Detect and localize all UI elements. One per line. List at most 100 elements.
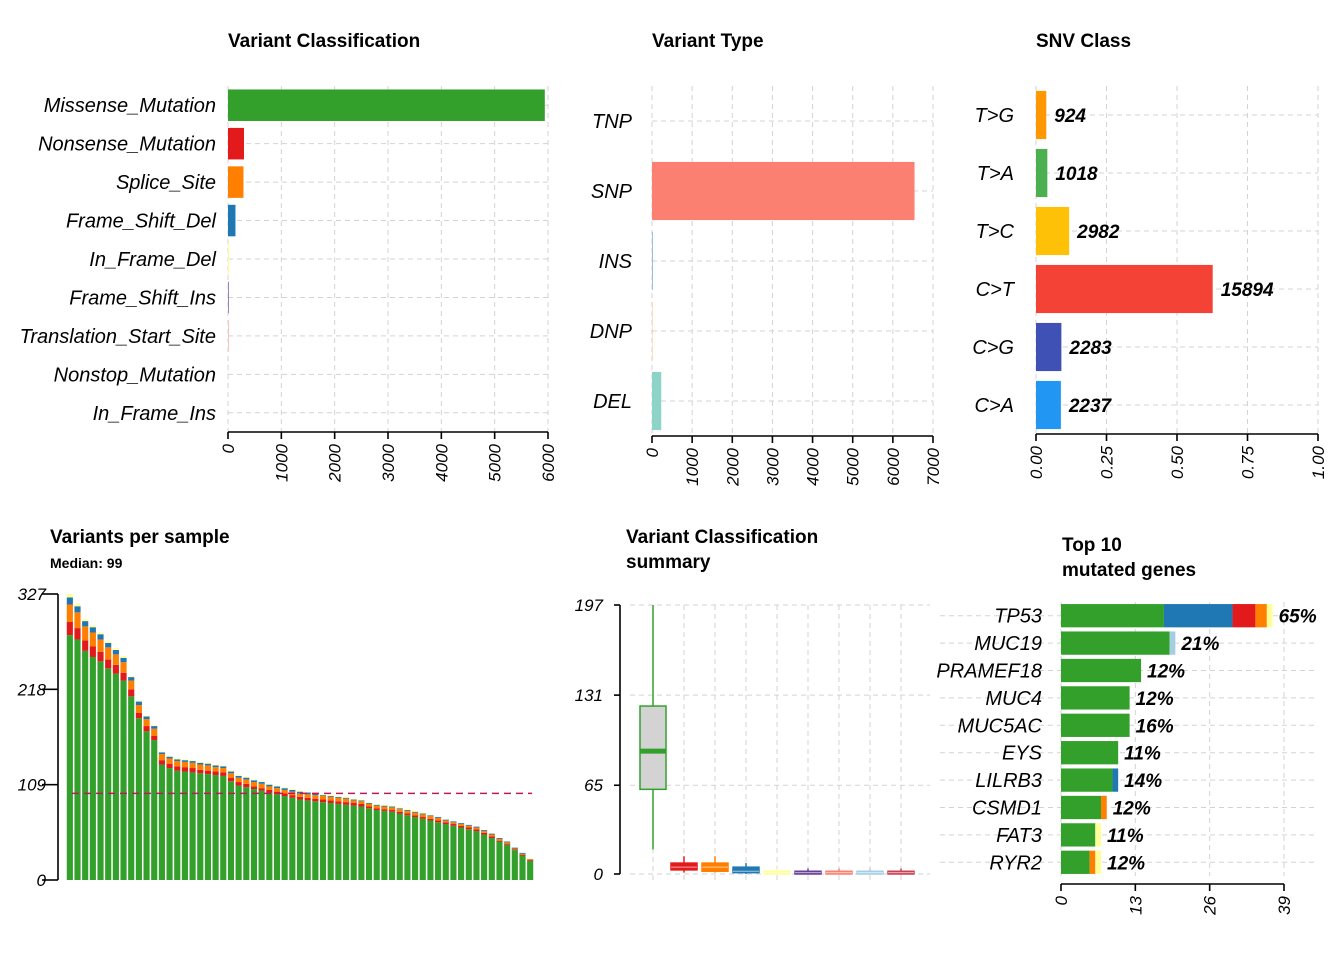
vps-bar-segment <box>443 820 449 821</box>
vps-bar-segment <box>481 835 487 880</box>
vps-bar-segment <box>105 643 111 647</box>
vps-bar-segment <box>443 821 449 823</box>
vcs-title: Variant Classification <box>626 527 818 548</box>
vps-bar-segment <box>489 838 495 880</box>
vps-bar-segment <box>450 821 456 822</box>
vc-x-tick-label: 6000 <box>539 443 558 481</box>
vcs-title-line2: summary <box>626 552 711 573</box>
vc-x-tick-label: 0 <box>219 443 238 453</box>
vps-bar-segment <box>420 819 426 880</box>
vps-bar-segment <box>182 772 188 880</box>
vps-bar-segment <box>458 823 464 824</box>
vps-bar-segment <box>220 772 226 775</box>
vps-bar-segment <box>190 760 196 761</box>
vps-subtitle: Median: 99 <box>50 555 123 571</box>
vps-bar-segment <box>197 773 203 880</box>
snv-category-label: T>C <box>976 221 1015 243</box>
vps-bar-segment <box>128 676 134 677</box>
vps-bar-segment <box>381 805 387 806</box>
vps-bar-segment <box>167 758 173 763</box>
vps-title: Variants per sample <box>50 527 230 548</box>
vps-bar-segment <box>435 817 441 818</box>
top10-gene-label: CSMD1 <box>972 798 1042 820</box>
vps-bar-segment <box>351 800 357 803</box>
vps-bar-segment <box>512 849 518 850</box>
vps-bar-segment <box>213 772 219 775</box>
vps-bar-segment <box>220 766 226 768</box>
vps-bar-segment <box>220 768 226 772</box>
vps-bar-segment <box>297 797 303 800</box>
vps-bar-segment <box>312 799 318 802</box>
vps-bar-segment <box>143 716 149 719</box>
vps-bar-segment <box>136 713 142 718</box>
vps-bar-segment <box>251 779 257 780</box>
vps-bar-segment <box>243 777 249 778</box>
vps-bar-segment <box>343 798 349 799</box>
vc-x-tick-label: 4000 <box>432 443 451 481</box>
vc-title: Variant Classification <box>228 31 420 52</box>
vps-bar-segment <box>427 819 433 821</box>
vps-bar-segment <box>67 597 73 604</box>
vps-bar-segment <box>435 818 441 821</box>
vps-bar-segment <box>120 673 126 681</box>
vps-bar-segment <box>450 824 456 826</box>
vps-bar-segment <box>159 765 165 880</box>
vps-bar-segment <box>427 814 433 815</box>
vps-bar-segment <box>236 782 242 785</box>
vps-bar-segment <box>82 621 88 626</box>
vps-bar-segment <box>136 718 142 880</box>
vps-bar-segment <box>228 772 234 774</box>
top10-gene-label: TP53 <box>994 606 1042 628</box>
vps-bar-segment <box>236 776 242 778</box>
vps-bar-segment <box>504 844 510 845</box>
top10-gene-label: MUC5AC <box>958 715 1043 737</box>
top10-x-tick-label: 0 <box>1052 895 1071 905</box>
vps-bar-segment <box>458 824 464 826</box>
vps-bar-segment <box>320 796 326 799</box>
vps-bar-segment <box>374 808 380 810</box>
vc-x-tick-label: 2000 <box>326 443 345 482</box>
vps-bar-segment <box>335 804 341 880</box>
top10-bar-segment <box>1061 686 1130 709</box>
vps-bar-segment <box>159 760 165 764</box>
vps-bar-segment <box>420 817 426 819</box>
vps-bar-segment <box>381 806 387 807</box>
vps-bar-segment <box>305 798 311 801</box>
vps-bar-segment <box>151 729 157 736</box>
vps-bar-segment <box>120 662 126 672</box>
vps-bar-segment <box>389 807 395 808</box>
vps-bar-segment <box>358 800 364 801</box>
vps-bar-segment <box>90 625 96 627</box>
vps-bar-segment <box>481 831 487 833</box>
vc-x-tick-label: 5000 <box>486 443 505 481</box>
vps-bar-segment <box>113 648 119 650</box>
snv-bar <box>1036 265 1213 313</box>
vps-bar-segment <box>67 635 73 880</box>
vps-bar-segment <box>251 780 257 782</box>
vps-bar-segment <box>420 814 426 815</box>
vps-bar-segment <box>397 808 403 809</box>
vps-bar-segment <box>143 726 149 731</box>
top10-bar-segment <box>1233 604 1256 627</box>
vps-bar-segment <box>496 838 502 839</box>
vps-bar-segment <box>320 802 326 880</box>
vt-x-tick-label: 3000 <box>763 447 782 485</box>
vps-bar-segment <box>389 806 395 807</box>
vps-bar-segment <box>496 841 502 842</box>
vps-bar-segment <box>312 801 318 880</box>
vps-bar-segment <box>312 795 318 798</box>
vps-bar-segment <box>228 781 234 880</box>
vps-bar-segment <box>120 681 126 880</box>
vps-bar-segment <box>435 821 441 823</box>
snv-count-label: 2283 <box>1068 338 1112 359</box>
vps-bar-segment <box>420 814 426 817</box>
vps-bar-segment <box>228 773 234 777</box>
vps-bar-segment <box>274 788 280 791</box>
top10-bar-segment <box>1061 714 1130 737</box>
vps-bar-segment <box>366 804 372 807</box>
vc-bar <box>228 243 229 275</box>
top10-percent-label: 12% <box>1113 799 1151 820</box>
vps-bar-segment <box>335 801 341 804</box>
vps-y-tick-label: 0 <box>37 871 47 890</box>
